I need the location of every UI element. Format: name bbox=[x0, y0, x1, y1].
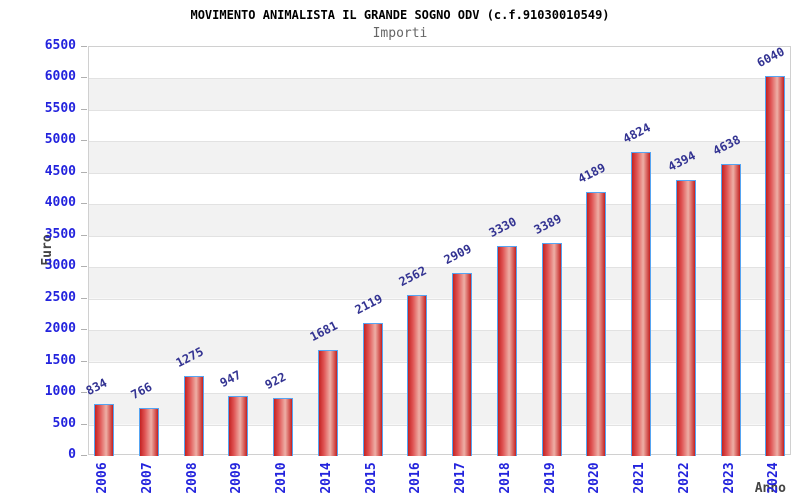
plot-area: 834 766 1275 947 922 1681 2119 2562 2909 3330 3389… bbox=[84, 44, 791, 456]
bar bbox=[407, 294, 428, 456]
y-tick-mark bbox=[81, 46, 87, 47]
gridline bbox=[89, 172, 790, 174]
x-tick-label: 2016 bbox=[408, 462, 424, 494]
x-tick-label: 2023 bbox=[721, 462, 737, 494]
x-tick-label: 2020 bbox=[587, 462, 603, 494]
gridline bbox=[89, 267, 790, 269]
y-tick-mark bbox=[81, 329, 87, 331]
y-tick-label: 2500 bbox=[44, 289, 76, 305]
y-tick-mark bbox=[81, 140, 87, 142]
bar-value-label: 6040 bbox=[754, 44, 788, 70]
y-tick-mark bbox=[81, 423, 87, 425]
y-tick-mark bbox=[81, 297, 87, 299]
y-tick-label: 1500 bbox=[44, 352, 76, 368]
y-tick-mark bbox=[81, 171, 87, 173]
bar bbox=[138, 407, 159, 456]
y-tick-label: 5500 bbox=[44, 100, 76, 116]
y-tick-label: 5000 bbox=[44, 132, 76, 148]
y-tick-mark bbox=[81, 360, 87, 362]
y-tick-label: 4500 bbox=[44, 163, 76, 179]
bar-value-label: 4824 bbox=[620, 120, 653, 147]
gridline bbox=[89, 204, 790, 206]
bar bbox=[586, 192, 607, 456]
bar-value-label: 1275 bbox=[173, 344, 206, 370]
y-tick-mark bbox=[81, 392, 87, 394]
bar bbox=[362, 322, 383, 456]
chart-title: MOVIMENTO ANIMALISTA IL GRANDE SOGNO ODV… bbox=[190, 8, 610, 22]
y-tick-label: 3000 bbox=[44, 258, 76, 274]
x-axis-title: Anno bbox=[754, 481, 786, 496]
x-tick-label: 2006 bbox=[95, 462, 110, 494]
y-tick-label: 6000 bbox=[44, 69, 76, 85]
bar-value-label: 4189 bbox=[575, 160, 609, 187]
gridline bbox=[89, 361, 790, 363]
y-tick-mark bbox=[81, 455, 87, 456]
gridline bbox=[89, 109, 790, 111]
x-tick-label: 2017 bbox=[453, 462, 468, 494]
y-tick-label: 3500 bbox=[44, 226, 76, 242]
bar bbox=[183, 375, 204, 456]
bar bbox=[496, 246, 517, 456]
y-tick-label: 500 bbox=[52, 415, 76, 431]
x-tick-label: 2018 bbox=[497, 462, 513, 494]
gridline bbox=[89, 330, 790, 332]
y-tick-label: 4000 bbox=[44, 195, 76, 211]
bar-value-label: 834 bbox=[83, 375, 110, 398]
bar bbox=[452, 272, 472, 456]
gridline bbox=[89, 235, 790, 237]
gridline bbox=[89, 424, 790, 426]
x-tick-label: 2009 bbox=[229, 462, 245, 494]
bar-value-label: 2909 bbox=[441, 241, 474, 267]
bar-value-label: 4638 bbox=[710, 132, 743, 159]
y-tick-mark bbox=[81, 203, 87, 205]
x-tick-label: 2007 bbox=[139, 462, 155, 494]
bar-value-label: 947 bbox=[217, 368, 244, 391]
bar bbox=[94, 403, 114, 456]
x-tick-label: 2024 bbox=[766, 462, 782, 494]
y-tick-mark bbox=[81, 266, 87, 268]
x-tick-label: 2008 bbox=[184, 462, 200, 494]
y-tick-label: 0 bbox=[68, 447, 76, 462]
bar-value-label: 766 bbox=[128, 379, 155, 402]
bar bbox=[228, 396, 249, 456]
y-tick-label: 6500 bbox=[44, 38, 76, 53]
bar bbox=[765, 75, 786, 456]
bar bbox=[631, 152, 651, 456]
y-tick-mark bbox=[81, 77, 87, 79]
bar-value-label: 4394 bbox=[665, 147, 698, 174]
chart-subtitle: Importi bbox=[372, 26, 428, 41]
y-tick-label: 1000 bbox=[44, 384, 76, 400]
y-tick-mark bbox=[81, 108, 87, 110]
x-tick-label: 2022 bbox=[676, 462, 692, 494]
bar bbox=[675, 179, 696, 456]
x-tick-label: 2014 bbox=[318, 462, 334, 494]
gridline bbox=[89, 298, 790, 300]
gridline bbox=[89, 78, 790, 80]
gridline bbox=[89, 141, 790, 143]
bar bbox=[720, 164, 741, 456]
x-tick-label: 2019 bbox=[542, 462, 558, 494]
bar-value-label: 2119 bbox=[352, 291, 385, 317]
y-tick-label: 2000 bbox=[44, 321, 76, 337]
bar bbox=[317, 350, 338, 456]
bar bbox=[273, 397, 293, 456]
bar-value-label: 1681 bbox=[307, 318, 340, 345]
bar-value-label: 3389 bbox=[531, 211, 564, 237]
bar-value-label: 922 bbox=[262, 369, 289, 392]
gridline bbox=[89, 393, 790, 395]
y-tick-mark bbox=[81, 234, 87, 236]
x-tick-label: 2021 bbox=[632, 462, 647, 494]
x-tick-label: 2015 bbox=[363, 462, 379, 494]
x-tick-label: 2010 bbox=[274, 462, 289, 494]
bar bbox=[541, 242, 562, 456]
